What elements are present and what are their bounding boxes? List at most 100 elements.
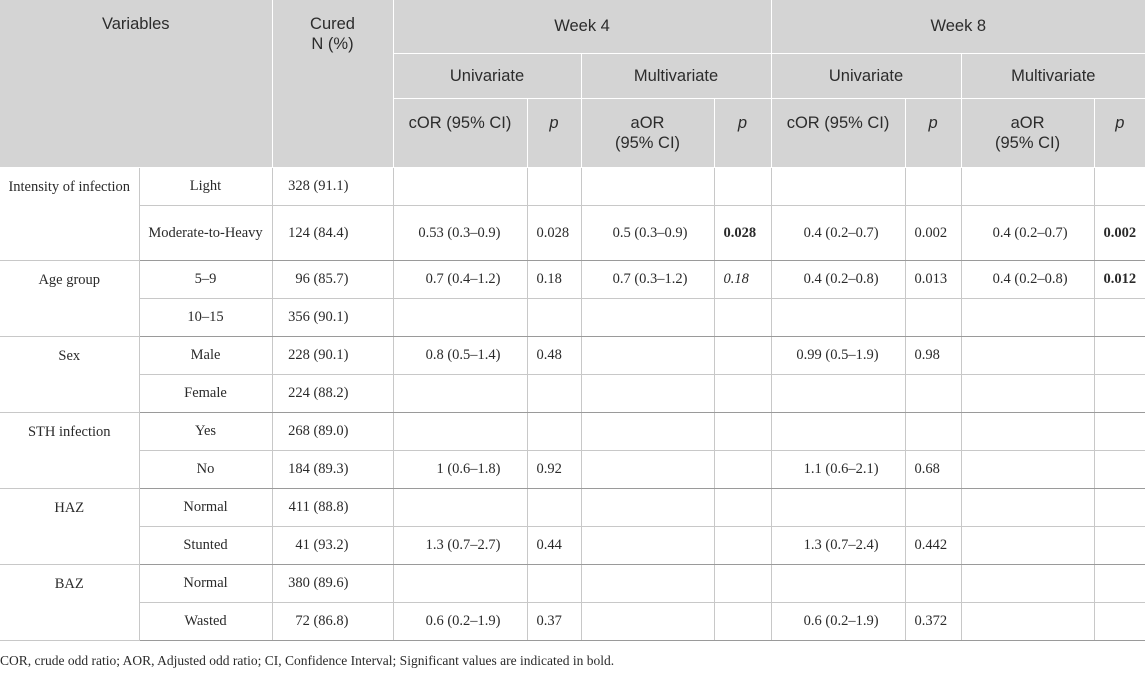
w8-cor-p-cell [904, 411, 962, 451]
w8-aor-p-cell [1093, 525, 1145, 565]
w8-cor-p-cell [904, 373, 962, 413]
header-w4-aor: aOR (95% CI) [581, 98, 715, 168]
w8-aor-p-cell [1093, 335, 1145, 375]
results-table: Variables Cured N (%) Week 4 Week 8 Univa… [0, 0, 1145, 641]
table-row: Moderate-to-Heavy 124 (84.4) 0.53 (0.3–0… [0, 204, 1145, 261]
w8-aor-p-cell [1093, 487, 1145, 527]
w4-cor-cell: 0.6 (0.2–1.9) [392, 601, 528, 641]
header-w4-aor-p: p [714, 98, 772, 168]
level-cell: Wasted [139, 601, 273, 641]
w8-cor-cell [770, 563, 906, 603]
table-footnote: COR, crude odd ratio; AOR, Adjusted odd … [0, 653, 615, 668]
w8-cor-cell: 1.1 (0.6–2.1) [770, 449, 906, 489]
w4-cor-cell: 0.53 (0.3–0.9) [392, 204, 528, 261]
table-row: Stunted 41 (93.2) 1.3 (0.7–2.7) 0.44 1.3… [0, 525, 1145, 565]
header-w4-univariate: Univariate [393, 53, 582, 99]
w8-cor-cell: 0.4 (0.2–0.7) [770, 204, 906, 261]
w4-cor-cell: 0.7 (0.4–1.2) [392, 259, 528, 299]
w8-cor-p-cell: 0.372 [904, 601, 962, 641]
w8-aor-p-cell: 0.012 [1093, 259, 1145, 299]
w4-aor-cell [580, 525, 715, 565]
cured-cell: 328 (91.1) [271, 166, 394, 206]
w8-cor-p-cell: 0.013 [904, 259, 962, 299]
level-cell: Normal [138, 487, 273, 527]
w8-aor-cell [960, 601, 1095, 641]
header-w8-cor: cOR (95% CI) [771, 98, 906, 168]
w8-aor-p-cell [1093, 411, 1145, 451]
cured-cell: 41 (93.2) [271, 525, 394, 565]
header-w8-cor-p: p [905, 98, 962, 168]
w4-cor-p-cell: 0.37 [526, 601, 582, 641]
w4-aor-p-cell [713, 487, 772, 527]
w8-cor-cell [770, 487, 906, 527]
level-cell: No [139, 449, 273, 489]
variable-haz: HAZ [0, 487, 140, 565]
w4-aor-p-cell [713, 411, 772, 451]
w4-cor-p-cell: 0.44 [526, 525, 582, 565]
table-row: 10–15 356 (90.1) [0, 297, 1145, 337]
w4-cor-p-cell: 0.18 [526, 259, 582, 299]
table-row: Sex Male 228 (90.1) 0.8 (0.5–1.4) 0.48 0… [0, 335, 1145, 413]
w4-aor-p-cell [713, 297, 772, 337]
w8-aor-cell [960, 335, 1095, 375]
variable-intensity: Intensity of infection [0, 166, 140, 261]
w8-cor-cell [770, 166, 906, 206]
w4-aor-p-cell [713, 373, 772, 413]
w4-aor-cell [580, 563, 715, 603]
cured-cell: 228 (90.1) [271, 335, 394, 375]
w4-aor-p-cell [713, 601, 772, 641]
w4-aor-cell [580, 601, 715, 641]
w4-cor-cell [392, 487, 528, 527]
level-cell: Light [138, 166, 273, 206]
w4-cor-p-cell [526, 166, 582, 206]
w8-aor-cell [960, 525, 1095, 565]
w8-aor-cell: 0.4 (0.2–0.7) [960, 204, 1095, 261]
w8-cor-cell [770, 411, 906, 451]
variable-baz: BAZ [0, 563, 140, 641]
w4-cor-cell: 1.3 (0.7–2.7) [392, 525, 528, 565]
level-cell: Female [139, 373, 273, 413]
header-w8-univariate: Univariate [771, 53, 962, 99]
w4-aor-p-cell [713, 449, 772, 489]
table-row: HAZ Normal 411 (88.8) [0, 487, 1145, 565]
w4-aor-p-cell [713, 166, 772, 206]
w4-cor-cell [392, 166, 528, 206]
cured-cell: 124 (84.4) [271, 204, 394, 261]
table-row: Female 224 (88.2) [0, 373, 1145, 413]
w4-cor-p-cell [526, 487, 582, 527]
w4-cor-cell: 1 (0.6–1.8) [392, 449, 528, 489]
header-w8-multivariate: Multivariate [961, 53, 1145, 99]
cured-cell: 96 (85.7) [271, 259, 394, 299]
w4-aor-p-cell [713, 525, 772, 565]
w4-cor-p-cell [526, 373, 582, 413]
header-w4-cor: cOR (95% CI) [393, 98, 528, 168]
w4-aor-cell [580, 449, 715, 489]
w8-cor-cell: 0.99 (0.5–1.9) [770, 335, 906, 375]
header-cured: Cured N (%) [272, 0, 394, 168]
w4-aor-cell [580, 411, 715, 451]
variable-sex: Sex [0, 335, 140, 413]
table-row: STH infection Yes 268 (89.0) [0, 411, 1145, 489]
w4-aor-cell [580, 166, 715, 206]
table-row: Age group 5–9 96 (85.7) 0.7 (0.4–1.2) 0.… [0, 259, 1145, 337]
cured-cell: 411 (88.8) [271, 487, 394, 527]
w4-cor-p-cell [526, 297, 582, 337]
w8-aor-p-cell [1093, 373, 1145, 413]
w4-aor-cell [580, 487, 715, 527]
w8-aor-p-cell [1093, 297, 1145, 337]
w4-aor-cell [580, 297, 715, 337]
w4-cor-cell [392, 373, 528, 413]
header-w8-aor-p: p [1094, 98, 1145, 168]
w4-cor-p-cell: 0.028 [526, 204, 582, 261]
w8-cor-p-cell: 0.68 [904, 449, 962, 489]
w8-cor-p-cell [904, 487, 962, 527]
w4-cor-p-cell: 0.48 [526, 335, 582, 375]
w4-aor-p-cell: 0.18 [713, 259, 772, 299]
header-week-4: Week 4 [393, 0, 772, 54]
w4-aor-cell [580, 335, 715, 375]
cured-cell: 380 (89.6) [271, 563, 394, 603]
w4-cor-p-cell [526, 563, 582, 603]
w4-aor-cell: 0.5 (0.3–0.9) [580, 204, 715, 261]
w8-cor-p-cell [904, 297, 962, 337]
